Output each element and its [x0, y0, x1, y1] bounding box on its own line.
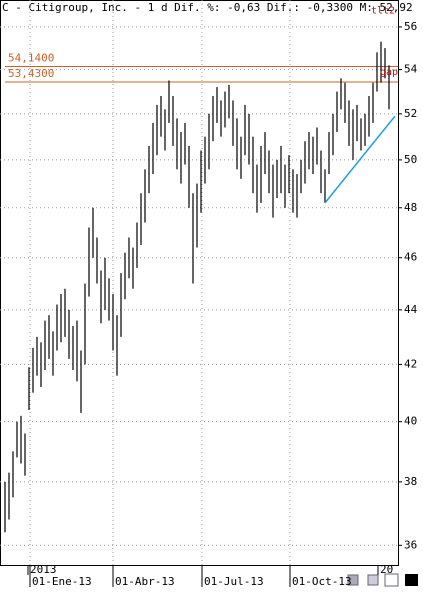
- x-tick-label: 01-Ene-13: [32, 575, 92, 588]
- button[interactable]: [347, 574, 359, 586]
- chart-title: C - Citigroup, Inc. - 1 d Dif. %: -0,63 …: [2, 1, 413, 14]
- y-tick-label: 56: [404, 20, 417, 33]
- y-tick-label: 52: [404, 107, 417, 120]
- y-tick-label: 40: [404, 415, 417, 428]
- annotation: gap: [380, 67, 398, 78]
- y-tick-label: 46: [404, 251, 417, 264]
- button[interactable]: [405, 574, 418, 586]
- horizontal-line-label: 54,1400: [8, 52, 54, 65]
- y-tick-label: 50: [404, 153, 417, 166]
- y-tick-label: 36: [404, 538, 417, 551]
- x-tick-label: 01-Oct-13: [292, 575, 352, 588]
- annotation: tlt2: [371, 5, 395, 16]
- y-tick-label: 44: [404, 303, 418, 316]
- plot-frame: [0, 0, 399, 566]
- trendline: [324, 115, 396, 204]
- y-tick-label: 42: [404, 357, 417, 370]
- y-tick-label: 48: [404, 201, 417, 214]
- toolbar: [347, 573, 418, 587]
- button[interactable]: [367, 574, 379, 586]
- horizontal-line-label: 53,4300: [8, 67, 54, 80]
- y-tick-label: 54: [404, 63, 418, 76]
- x-tick-label: 01-Jul-13: [204, 575, 264, 588]
- x-tick-label: 01-Abr-13: [115, 575, 175, 588]
- year-label: 20: [380, 563, 393, 576]
- year-label: 2013: [30, 563, 57, 576]
- y-tick-label: 38: [404, 475, 417, 488]
- button[interactable]: [384, 573, 399, 587]
